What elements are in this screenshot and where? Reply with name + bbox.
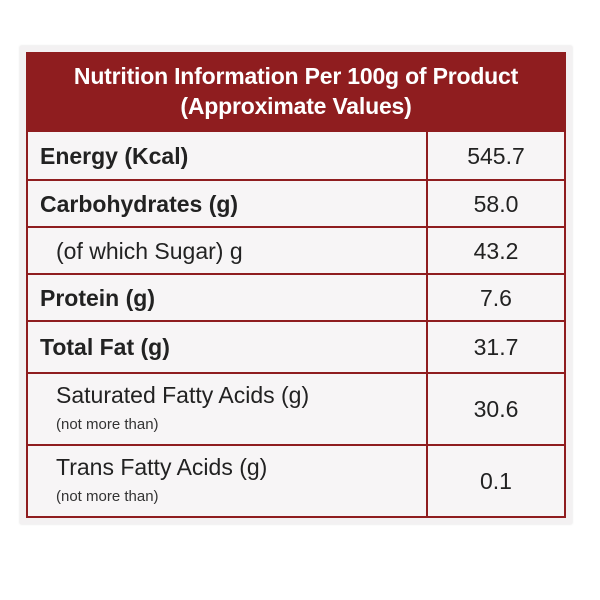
nutrient-value: 7.6 (480, 285, 512, 311)
nutrient-note: (not more than) (56, 416, 159, 433)
nutrient-name-cell: Total Fat (g) (28, 322, 428, 372)
nutrient-name: Energy (Kcal) (40, 143, 189, 169)
header-title: Nutrition Information Per 100g of Produc… (73, 63, 519, 89)
nutrient-value: 545.7 (467, 143, 525, 169)
table-row: Energy (Kcal) 545.7 (28, 132, 564, 181)
nutrient-value-cell: 0.1 (428, 446, 564, 516)
nutrient-name-cell: Trans Fatty Acids (g) (not more than) (28, 446, 428, 516)
nutrition-table: Energy (Kcal) 545.7 Carbohydrates (g) 58… (26, 132, 566, 518)
nutrient-name-cell: Energy (Kcal) (28, 132, 428, 179)
nutrient-name: Protein (g) (40, 285, 155, 311)
nutrient-note: (not more than) (56, 488, 159, 505)
nutrient-name-cell: Saturated Fatty Acids (g) (not more than… (28, 374, 428, 444)
nutrient-value-cell: 58.0 (428, 181, 564, 226)
nutrition-header: Nutrition Information Per 100g of Produc… (26, 52, 566, 132)
nutrient-value-cell: 545.7 (428, 132, 564, 179)
nutrient-name-cell: (of which Sugar) g (28, 228, 428, 273)
nutrient-name: Carbohydrates (g) (40, 191, 239, 217)
nutrient-value-cell: 30.6 (428, 374, 564, 444)
table-row: Protein (g) 7.6 (28, 275, 564, 322)
nutrient-value: 0.1 (480, 468, 512, 494)
nutrient-value-cell: 31.7 (428, 322, 564, 372)
nutrient-value-cell: 7.6 (428, 275, 564, 320)
nutrient-value: 58.0 (473, 191, 519, 217)
nutrient-name-cell: Protein (g) (28, 275, 428, 320)
nutrient-value: 31.7 (473, 334, 519, 360)
table-row: Total Fat (g) 31.7 (28, 322, 564, 374)
nutrient-name: Trans Fatty Acids (g) (56, 454, 268, 480)
header-subtitle: (Approximate Values) (180, 93, 412, 119)
table-row: Trans Fatty Acids (g) (not more than) 0.… (28, 446, 564, 516)
nutrient-value-cell: 43.2 (428, 228, 564, 273)
nutrient-value: 43.2 (473, 238, 519, 264)
table-row: Saturated Fatty Acids (g) (not more than… (28, 374, 564, 446)
table-row: (of which Sugar) g 43.2 (28, 228, 564, 275)
nutrient-name: Saturated Fatty Acids (g) (56, 382, 310, 408)
nutrient-name-cell: Carbohydrates (g) (28, 181, 428, 226)
nutrient-name: (of which Sugar) g (56, 238, 243, 264)
nutrient-name: Total Fat (g) (40, 334, 170, 360)
nutrient-value: 30.6 (473, 396, 519, 422)
table-row: Carbohydrates (g) 58.0 (28, 181, 564, 228)
